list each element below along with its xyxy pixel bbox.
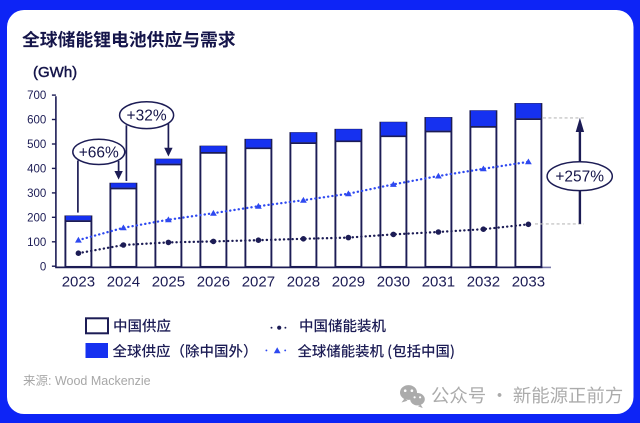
svg-text:2025: 2025 [152,274,185,291]
svg-text:+32%: +32% [127,108,167,125]
svg-text:2027: 2027 [242,274,275,291]
svg-text:2029: 2029 [332,274,365,291]
svg-text:300: 300 [27,188,46,200]
svg-text:2030: 2030 [377,274,410,291]
svg-text:200: 200 [27,212,46,224]
svg-text:2033: 2033 [512,274,545,291]
svg-text:0: 0 [40,261,46,273]
svg-text:2031: 2031 [422,274,455,291]
svg-text:+66%: +66% [79,144,119,161]
svg-text:2026: 2026 [197,274,230,291]
svg-text:2024: 2024 [107,274,140,291]
svg-text:+257%: +257% [555,169,604,186]
svg-text:400: 400 [27,164,46,176]
svg-text:2032: 2032 [467,274,500,291]
svg-text:600: 600 [27,115,46,127]
svg-text:: Wood Mackenzie: : Wood Mackenzie [48,374,151,388]
svg-text:700: 700 [27,90,46,102]
svg-text:500: 500 [27,139,46,151]
svg-text:(GWh): (GWh) [33,64,77,81]
svg-text:2028: 2028 [287,274,320,291]
svg-text:2023: 2023 [62,274,95,291]
svg-text:100: 100 [27,237,46,249]
